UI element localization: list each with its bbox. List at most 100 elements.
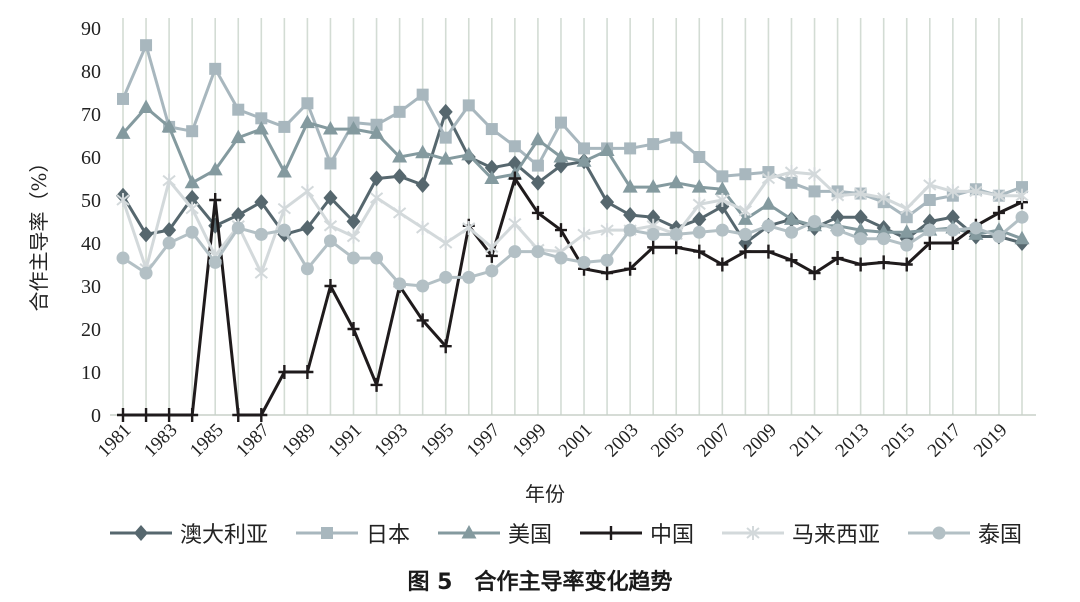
usa-point-1982 bbox=[138, 99, 154, 114]
usa-point-1995 bbox=[438, 151, 454, 165]
usa-point-2003 bbox=[622, 179, 638, 193]
usa-point-1997 bbox=[484, 170, 500, 184]
malaysia-point-2018 bbox=[969, 184, 983, 199]
china-point-2014 bbox=[877, 255, 890, 270]
china-point-1990 bbox=[324, 279, 337, 293]
legend-label-japan: 日本 bbox=[365, 523, 410, 548]
australia-point-1992 bbox=[369, 170, 384, 187]
x-tick-label: 1997 bbox=[463, 420, 505, 462]
australia-point-1997 bbox=[484, 159, 499, 176]
thailand-point-1985 bbox=[208, 255, 222, 269]
usa-point-1992 bbox=[369, 125, 385, 139]
usa-point-2007 bbox=[714, 181, 730, 195]
usa-point-2015 bbox=[899, 224, 915, 238]
malaysia-point-1997 bbox=[485, 240, 499, 255]
malaysia-point-2011 bbox=[807, 167, 822, 182]
malaysia-point-2006 bbox=[692, 197, 706, 212]
china-point-1994 bbox=[416, 313, 429, 328]
japan-point-1994 bbox=[416, 88, 429, 101]
japan-point-1990 bbox=[324, 157, 337, 170]
japan-point-1997 bbox=[485, 123, 498, 136]
china-series bbox=[117, 171, 1028, 422]
japan-point-1996 bbox=[462, 99, 475, 112]
china-point-2000 bbox=[554, 223, 567, 238]
australia-point-2003 bbox=[623, 207, 638, 224]
usa-series bbox=[115, 99, 1030, 245]
usa-point-2008 bbox=[737, 211, 753, 225]
malaysia-point-2016 bbox=[923, 177, 937, 192]
china-point-2004 bbox=[647, 240, 660, 255]
japan-point-2010 bbox=[785, 176, 798, 189]
legend-swatch-australia bbox=[109, 525, 172, 541]
australia-point-2006 bbox=[692, 211, 707, 228]
x-tick-label: 2009 bbox=[739, 420, 781, 462]
legend-marker-malaysia bbox=[746, 526, 760, 540]
legend-item-thailand: 泰国 bbox=[906, 517, 1022, 549]
y-tick-label: 0 bbox=[91, 405, 101, 427]
x-tick-label: 1999 bbox=[509, 420, 551, 462]
malaysia-point-2020 bbox=[1015, 188, 1029, 203]
japan-point-1985 bbox=[209, 62, 222, 75]
usa-point-1987 bbox=[253, 121, 269, 135]
x-tick-label: 1985 bbox=[186, 420, 228, 462]
malaysia-point-1988 bbox=[277, 201, 291, 216]
malaysia-point-2019 bbox=[992, 188, 1006, 203]
legend-swatch-japan bbox=[295, 527, 358, 539]
malaysia-line bbox=[121, 170, 1024, 275]
china-point-2017 bbox=[946, 236, 959, 250]
china-point-1981 bbox=[117, 408, 129, 422]
thailand-point-2015 bbox=[900, 238, 914, 252]
thailand-point-2003 bbox=[623, 223, 637, 237]
legend-item-malaysia: 马来西亚 bbox=[720, 517, 880, 549]
usa-point-2013 bbox=[853, 222, 869, 236]
china-point-2015 bbox=[900, 257, 913, 272]
y-tick-label: 30 bbox=[81, 276, 101, 298]
thailand-point-2005 bbox=[669, 227, 683, 241]
thailand-point-2011 bbox=[808, 215, 822, 228]
thailand-point-2018 bbox=[969, 221, 983, 235]
malaysia-point-2001 bbox=[577, 227, 591, 242]
y-tick-label: 20 bbox=[81, 319, 101, 341]
thailand-point-1998 bbox=[508, 245, 522, 259]
x-tick-label: 1983 bbox=[140, 420, 182, 462]
thailand-point-2009 bbox=[761, 219, 775, 233]
thailand-point-1987 bbox=[254, 227, 268, 241]
malaysia-point-1995 bbox=[439, 236, 453, 250]
usa-point-2009 bbox=[760, 196, 776, 210]
malaysia-point-2008 bbox=[738, 203, 753, 218]
thailand-point-2020 bbox=[1015, 210, 1029, 224]
japan-point-2003 bbox=[624, 142, 637, 155]
usa-point-1994 bbox=[415, 144, 431, 159]
malaysia-point-1990 bbox=[323, 218, 338, 233]
y-tick-label: 90 bbox=[81, 18, 101, 40]
malaysia-point-2015 bbox=[900, 201, 914, 216]
legend-marker-usa bbox=[461, 525, 477, 539]
y-tick-label: 10 bbox=[81, 362, 101, 384]
usa-point-1986 bbox=[230, 129, 246, 144]
china-point-2011 bbox=[808, 266, 821, 281]
thailand-point-1984 bbox=[185, 225, 199, 239]
china-point-2013 bbox=[854, 257, 867, 272]
x-tick-label: 2017 bbox=[924, 420, 966, 462]
malaysia-point-1983 bbox=[162, 173, 176, 188]
china-point-2019 bbox=[992, 205, 1005, 220]
china-point-1988 bbox=[278, 365, 291, 379]
thailand-point-1995 bbox=[439, 270, 453, 284]
legend-item-china: 中国 bbox=[578, 517, 694, 549]
y-axis-label: 合作主导率（%） bbox=[27, 152, 51, 311]
legend-item-japan: 日本 bbox=[294, 517, 410, 549]
x-tick-label: 1995 bbox=[417, 420, 459, 462]
thailand-point-2007 bbox=[715, 223, 729, 237]
china-point-2003 bbox=[624, 261, 637, 276]
thailand-point-1981 bbox=[116, 251, 130, 265]
malaysia-point-1984 bbox=[185, 201, 199, 216]
legend-item-usa: 美国 bbox=[436, 517, 552, 549]
japan-line bbox=[121, 43, 1024, 219]
japan-point-2001 bbox=[578, 142, 591, 155]
x-tick-label: 2019 bbox=[970, 420, 1012, 462]
thailand-point-2002 bbox=[600, 253, 614, 267]
x-tick-label: 2011 bbox=[786, 420, 827, 461]
usa-point-2000 bbox=[553, 149, 569, 163]
x-tick-label: 1987 bbox=[232, 420, 274, 462]
